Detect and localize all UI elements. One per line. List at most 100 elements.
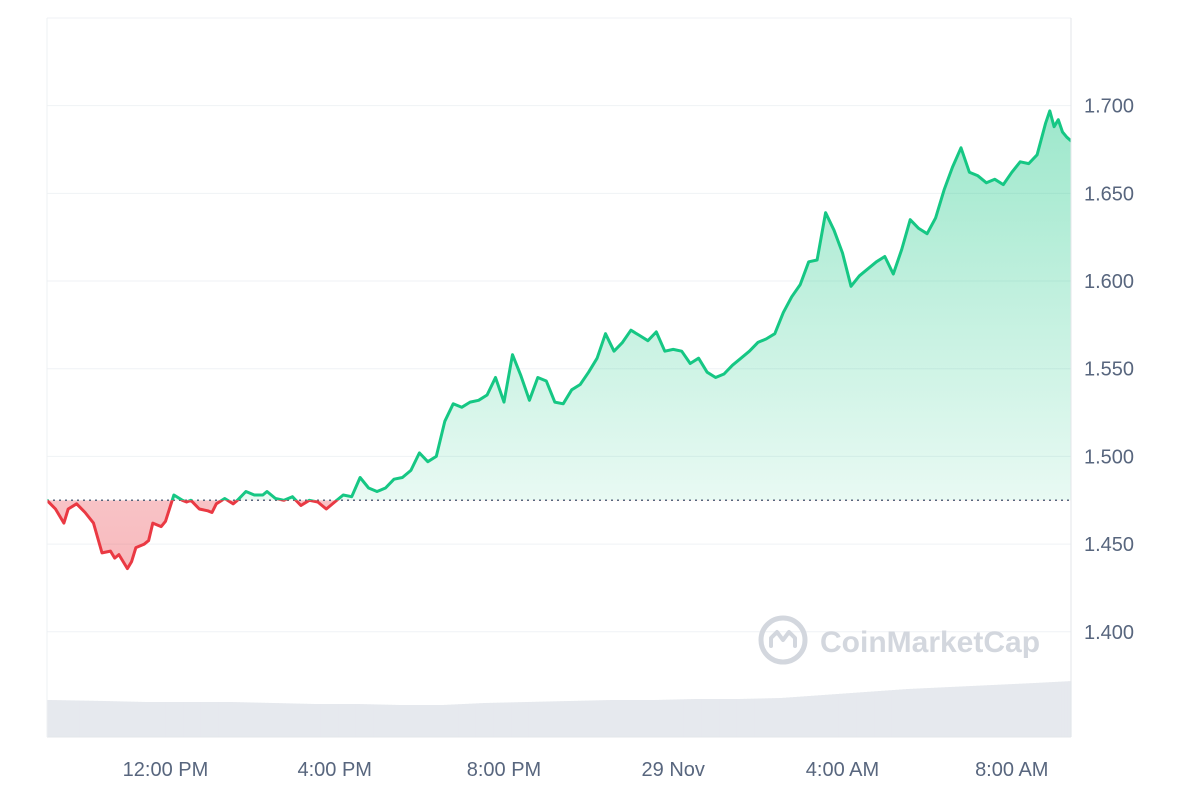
volume-bar <box>172 702 177 737</box>
volume-bar <box>398 705 403 737</box>
volume-bar <box>846 693 851 737</box>
volume-bar <box>796 696 801 737</box>
volume-bar <box>271 703 276 737</box>
volume-bar <box>147 702 152 737</box>
volume-bar <box>937 687 942 737</box>
volume-bar <box>264 702 269 737</box>
volume-bar <box>475 703 480 737</box>
volume-bar <box>144 702 149 737</box>
x-tick-label: 4:00 PM <box>297 759 371 781</box>
volume-bar <box>405 705 410 737</box>
volume-bar <box>1001 684 1006 737</box>
volume-bar <box>831 694 837 737</box>
volume-bar <box>941 687 946 737</box>
volume-bar <box>169 702 174 737</box>
volume-bar <box>877 691 882 737</box>
volume-bar <box>458 704 463 737</box>
volume-bar <box>60 700 66 737</box>
y-tick-label: 1.450 <box>1084 534 1134 556</box>
volume-bar <box>637 700 643 737</box>
volume-bar <box>133 701 138 737</box>
volume-bar <box>1055 681 1059 737</box>
volume-bar <box>334 704 339 737</box>
volume-bar <box>154 702 160 737</box>
x-tick-label: 29 Nov <box>642 759 705 781</box>
volume-bar <box>1064 681 1069 737</box>
volume-bar <box>729 699 734 737</box>
volume-bar <box>666 699 671 737</box>
price-line-down <box>47 500 340 571</box>
volume-bar <box>560 701 565 737</box>
volume-bar <box>214 702 219 737</box>
volume-bar <box>712 699 717 737</box>
volume-bar <box>726 699 731 737</box>
volume-bar <box>239 702 244 737</box>
volume-bar <box>232 702 237 737</box>
volume-bar <box>916 688 921 737</box>
volume-bar <box>553 701 558 737</box>
volume-bars <box>47 681 1072 737</box>
volume-bar <box>1011 684 1016 737</box>
volume-bar <box>507 702 512 737</box>
volume-bar <box>140 701 145 737</box>
volume-bar <box>274 703 279 737</box>
volume-bar <box>627 700 632 737</box>
volume-bar <box>652 700 657 737</box>
volume-bar <box>468 703 473 737</box>
volume-bar <box>51 700 57 737</box>
volume-bar <box>221 702 227 737</box>
volume-bar <box>853 692 858 737</box>
volume-bar <box>927 688 932 737</box>
volume-bar <box>454 704 459 737</box>
volume-bar <box>366 704 371 737</box>
volume-bar <box>891 690 896 737</box>
volume-bar <box>775 698 780 737</box>
volume-bar <box>295 703 301 737</box>
volume-bar <box>546 701 551 737</box>
volume-bar <box>842 693 847 737</box>
volume-bar <box>281 703 286 737</box>
volume-bar <box>987 685 992 737</box>
volume-bar <box>518 702 523 737</box>
volume-bar <box>151 702 156 737</box>
volume-bar <box>243 702 248 737</box>
volume-bar <box>310 703 315 737</box>
volume-bar <box>338 704 343 737</box>
volume-bar <box>511 702 516 737</box>
volume-bar <box>860 692 865 737</box>
volume-bar <box>976 685 981 737</box>
volume-bar <box>620 700 625 737</box>
volume-bar <box>79 700 85 737</box>
volume-bar <box>56 700 62 737</box>
volume-bar <box>641 700 646 737</box>
volume-bar <box>736 699 741 737</box>
volume-bar <box>1042 682 1047 737</box>
volume-bar <box>567 701 572 737</box>
volume-bar <box>874 691 879 737</box>
volume-bar <box>807 696 812 737</box>
volume-bar <box>331 704 336 737</box>
volume-bar <box>895 689 900 737</box>
volume-bar <box>250 702 255 737</box>
volume-bar <box>394 704 399 737</box>
y-tick-label: 1.700 <box>1084 96 1134 118</box>
volume-bar <box>97 700 103 737</box>
volume-bar <box>112 701 117 737</box>
volume-bar <box>303 703 308 737</box>
volume-bar <box>1032 683 1037 737</box>
volume-bar <box>673 699 678 737</box>
volume-bar <box>1051 682 1056 737</box>
volume-bar <box>814 695 819 737</box>
volume-bar <box>905 689 911 737</box>
volume-bar <box>176 702 181 737</box>
volume-bar <box>204 702 209 737</box>
volume-bar <box>472 703 477 737</box>
volume-bar <box>299 703 304 737</box>
volume-bar <box>1058 681 1063 737</box>
volume-bar <box>810 695 815 737</box>
x-tick-label: 8:00 AM <box>975 759 1048 781</box>
volume-bar <box>88 700 94 737</box>
x-tick-label: 12:00 PM <box>123 759 209 781</box>
volume-bar <box>930 687 935 737</box>
